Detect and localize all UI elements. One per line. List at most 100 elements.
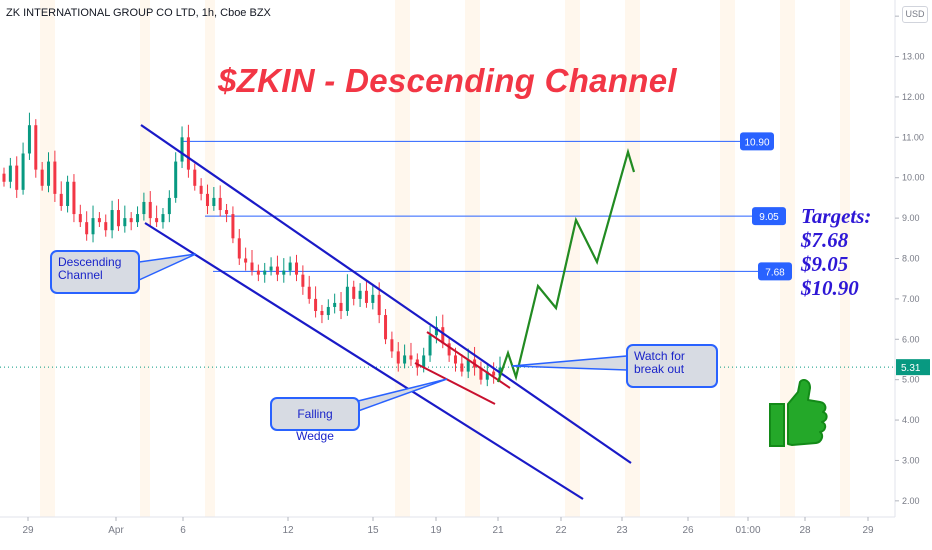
price-tick-label: 12.00	[902, 92, 925, 102]
price-tick-label: 3.00	[902, 455, 920, 465]
callout-wedge-text: Falling Wedge	[296, 407, 334, 443]
symbol-title[interactable]: ZK INTERNATIONAL GROUP CO LTD, 1h, Cboe …	[6, 7, 271, 19]
candle-body	[371, 294, 375, 303]
candle-body	[339, 302, 343, 312]
thumbs-up-icon	[769, 379, 828, 447]
candle-body	[155, 218, 159, 223]
candle-body	[110, 210, 114, 231]
channel-upper-line	[140, 124, 632, 464]
channel-lower-line	[144, 222, 584, 500]
thumb-cuff	[769, 403, 785, 447]
targets-title: Targets:	[801, 204, 872, 228]
candle-body	[136, 214, 140, 223]
candle-body	[78, 214, 82, 223]
time-tick-label: 21	[492, 525, 504, 536]
candle-body	[358, 290, 362, 299]
time-tick-label: 26	[682, 525, 694, 536]
callout-breakout[interactable]: Watch for break out	[626, 344, 718, 388]
time-tick-label: 12	[282, 525, 294, 536]
target-badge-label: 9.05	[759, 212, 779, 223]
session-band	[205, 0, 215, 517]
targets-text: Targets: $7.68 $9.05 $10.90	[801, 204, 871, 300]
candle-body	[345, 286, 349, 312]
candle-body	[186, 137, 190, 170]
candle-body	[326, 306, 330, 316]
callout-breakout-text: Watch for break out	[634, 349, 685, 376]
candle-body	[53, 161, 57, 194]
price-tick-label: 7.00	[902, 294, 920, 304]
candle-body	[174, 161, 178, 198]
candle-body	[212, 197, 216, 206]
target-badge-label: 10.90	[744, 137, 769, 148]
time-tick-label: 6	[180, 525, 186, 536]
price-tick-label: 2.00	[902, 496, 920, 506]
candles	[2, 112, 502, 387]
time-axis: 29 Apr 6 12 15 19 21 22 23 26 01:00 28 29	[0, 516, 895, 536]
price-axis: 2.00 3.00 4.00 5.00 6.00 7.00 8.00 9.00 10.00 11.…	[0, 0, 930, 517]
session-band	[465, 0, 480, 517]
time-tick-label: 01:00	[735, 525, 760, 536]
price-tick-label: 8.00	[902, 254, 920, 264]
target-2: $9.05	[801, 252, 849, 276]
target-badge	[740, 132, 774, 151]
candle-body	[59, 193, 63, 206]
candle-body	[250, 262, 254, 271]
candle-body	[479, 367, 483, 380]
candle-body	[225, 210, 229, 215]
candle-body	[161, 214, 165, 223]
wedge-lower-line	[414, 362, 496, 405]
candle-body	[466, 359, 470, 372]
target-3: $10.90	[801, 276, 859, 300]
session-bands	[40, 0, 850, 517]
current-price-text: 5.31	[901, 363, 921, 374]
price-tick-label: 11.00	[902, 132, 924, 142]
candle-body	[104, 222, 108, 231]
candle-body	[85, 222, 89, 235]
candle-body	[307, 286, 311, 299]
candle-body	[282, 270, 286, 275]
callout-channel-text: Descending Channel	[58, 255, 122, 282]
callout-descending-channel[interactable]: Descending Channel	[50, 250, 140, 294]
target-1: $7.68	[801, 228, 849, 252]
candle-body	[320, 311, 324, 316]
time-tick-label: 29	[22, 525, 34, 536]
price-tick-label: 13.00	[902, 52, 925, 62]
session-band	[840, 0, 850, 517]
candle-body	[288, 262, 292, 271]
price-tick-label: 9.00	[902, 213, 920, 223]
candle-body	[460, 363, 464, 372]
candle-body	[66, 181, 70, 206]
candle-body	[218, 197, 222, 211]
candle-body	[244, 258, 248, 263]
candle-body	[364, 290, 368, 303]
candle-body	[8, 165, 12, 182]
candle-body	[167, 197, 171, 215]
price-tick-label: 10.00	[902, 173, 925, 183]
session-band	[780, 0, 795, 517]
candle-body	[390, 339, 394, 352]
price-tick-label: 6.00	[902, 334, 920, 344]
candle-body	[231, 214, 235, 239]
candle-body	[193, 169, 197, 186]
candle-body	[237, 238, 241, 259]
candle-body	[123, 218, 127, 227]
candle-body	[91, 218, 95, 235]
candle-body	[72, 181, 76, 215]
projection-path	[496, 148, 636, 383]
candle-body	[403, 355, 407, 364]
time-tick-label: 23	[616, 525, 628, 536]
candle-body	[205, 193, 209, 206]
currency-label[interactable]: USD	[902, 6, 928, 23]
candle-body	[428, 335, 432, 356]
target-lines: 10.90 9.05 7.68	[183, 132, 792, 281]
trend-drawings	[138, 124, 636, 500]
candle-body	[441, 327, 445, 344]
candle-body	[422, 355, 426, 368]
candle-body	[34, 125, 38, 170]
target-badge	[752, 207, 786, 226]
thumb-hand	[787, 379, 828, 446]
candle-body	[396, 351, 400, 364]
candle-body	[447, 343, 451, 356]
callout-falling-wedge[interactable]: Falling Wedge	[270, 397, 360, 443]
